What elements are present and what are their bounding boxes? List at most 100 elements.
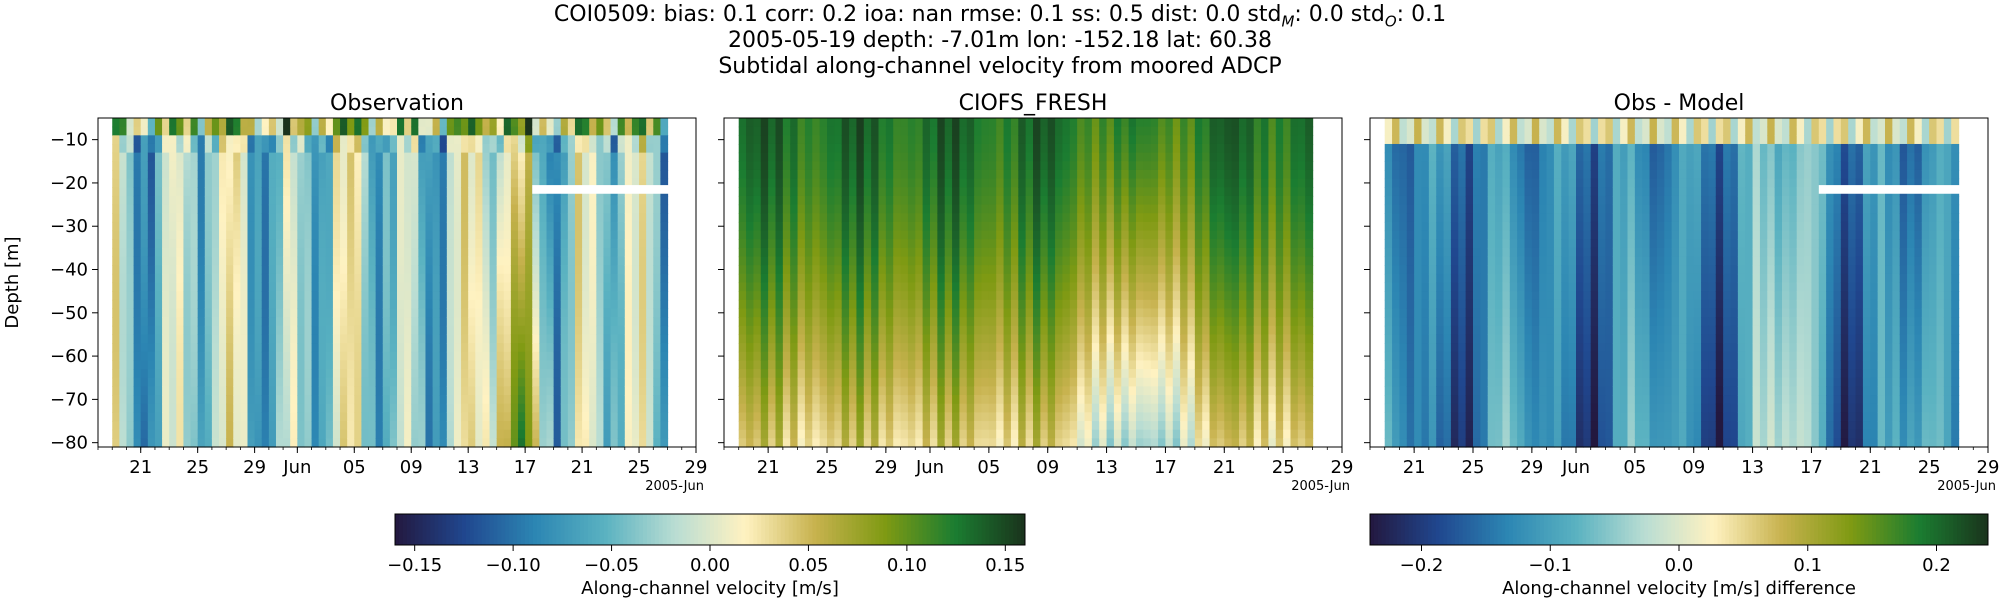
heatmap-cell bbox=[617, 213, 626, 223]
heatmap-cell bbox=[1062, 118, 1071, 128]
heatmap-cell bbox=[574, 126, 583, 136]
heatmap-cell bbox=[560, 429, 569, 439]
heatmap-cell bbox=[1069, 118, 1078, 128]
heatmap-cell bbox=[871, 317, 880, 327]
heatmap-cell bbox=[268, 256, 277, 266]
heatmap-cell bbox=[827, 239, 835, 249]
heatmap-cell bbox=[183, 161, 192, 171]
heatmap-cell bbox=[254, 143, 263, 154]
heatmap-cell bbox=[567, 403, 576, 413]
heatmap-cell bbox=[574, 135, 583, 145]
heatmap-cell bbox=[211, 343, 220, 353]
heatmap-cell bbox=[190, 317, 199, 327]
heatmap-cell bbox=[318, 299, 327, 310]
heatmap-cell bbox=[154, 273, 163, 284]
heatmap-cell bbox=[254, 273, 263, 284]
heatmap-cell bbox=[1040, 169, 1049, 180]
heatmap-cell bbox=[893, 143, 902, 154]
heatmap-cell bbox=[432, 273, 441, 284]
heatmap-cell bbox=[325, 403, 334, 413]
heatmap-cell bbox=[332, 308, 341, 318]
heatmap-cell bbox=[878, 403, 887, 413]
heatmap-cell bbox=[275, 126, 284, 136]
heatmap-cell bbox=[147, 334, 156, 344]
heatmap-cell bbox=[952, 161, 961, 171]
heatmap-cell bbox=[133, 291, 142, 301]
heatmap-cell bbox=[775, 273, 784, 284]
heatmap-cell bbox=[197, 412, 206, 422]
heatmap-cell bbox=[439, 334, 448, 344]
heatmap-cell bbox=[283, 239, 291, 249]
heatmap-cell bbox=[190, 152, 199, 162]
heatmap-cell bbox=[893, 360, 902, 370]
heatmap-cell bbox=[496, 377, 505, 387]
heatmap-cell bbox=[176, 239, 185, 249]
heatmap-cell bbox=[863, 195, 872, 206]
heatmap-cell bbox=[653, 143, 662, 154]
heatmap-cell bbox=[907, 265, 916, 275]
heatmap-cell bbox=[1062, 221, 1071, 232]
heatmap-cell bbox=[240, 299, 249, 310]
heatmap-cell bbox=[1033, 126, 1041, 136]
heatmap-cell bbox=[489, 421, 498, 431]
heatmap-cell bbox=[1025, 221, 1034, 232]
heatmap-cell bbox=[603, 143, 612, 154]
heatmap-cell bbox=[261, 126, 270, 136]
heatmap-cell bbox=[966, 438, 975, 448]
heatmap-cell bbox=[183, 118, 192, 128]
heatmap-cell bbox=[147, 317, 156, 327]
heatmap-cell bbox=[610, 178, 619, 188]
heatmap-cell bbox=[841, 429, 850, 439]
heatmap-cell bbox=[361, 377, 370, 387]
heatmap-cell bbox=[944, 256, 953, 266]
heatmap-cell bbox=[915, 308, 924, 318]
heatmap-cell bbox=[567, 213, 576, 223]
heatmap-cell bbox=[283, 152, 291, 162]
heatmap-cell bbox=[268, 265, 277, 275]
heatmap-cell bbox=[340, 152, 348, 162]
heatmap-cell bbox=[461, 204, 469, 214]
heatmap-cell bbox=[952, 395, 961, 405]
heatmap-cell bbox=[1099, 195, 1108, 206]
heatmap-cell bbox=[404, 403, 412, 413]
heatmap-cell bbox=[1099, 118, 1108, 128]
heatmap-cell bbox=[397, 195, 405, 206]
heatmap-cell bbox=[819, 403, 828, 413]
heatmap-cell bbox=[133, 213, 142, 223]
heatmap-cell bbox=[1099, 221, 1108, 232]
heatmap-cell bbox=[646, 213, 654, 223]
heatmap-cell bbox=[304, 291, 313, 301]
heatmap-cell bbox=[827, 169, 835, 180]
heatmap-cell bbox=[959, 195, 968, 206]
heatmap-cell bbox=[922, 343, 931, 353]
heatmap-cell bbox=[988, 299, 997, 310]
heatmap-cell bbox=[782, 412, 791, 422]
heatmap-cell bbox=[1084, 239, 1093, 249]
heatmap-cell bbox=[617, 265, 626, 275]
heatmap-cell bbox=[834, 239, 843, 249]
heatmap-cell bbox=[169, 135, 177, 145]
heatmap-cell bbox=[646, 282, 654, 292]
heatmap-cell bbox=[446, 230, 455, 240]
heatmap-cell bbox=[797, 429, 806, 439]
heatmap-cell bbox=[332, 403, 341, 413]
heatmap-cell bbox=[878, 360, 887, 370]
heatmap-cell bbox=[475, 221, 484, 232]
heatmap-cell bbox=[546, 135, 555, 145]
heatmap-cell bbox=[382, 239, 391, 249]
heatmap-cell bbox=[147, 247, 156, 258]
heatmap-cell bbox=[176, 377, 185, 387]
heatmap-cell bbox=[1025, 377, 1034, 387]
heatmap-cell bbox=[318, 282, 327, 292]
heatmap-cell bbox=[169, 187, 177, 197]
heatmap-cell bbox=[775, 265, 784, 275]
heatmap-cell bbox=[988, 195, 997, 206]
heatmap-cell bbox=[981, 187, 990, 197]
heatmap-cell bbox=[461, 221, 469, 232]
heatmap-cell bbox=[1084, 135, 1093, 145]
heatmap-cell bbox=[375, 195, 384, 206]
heatmap-cell bbox=[959, 143, 968, 154]
heatmap-cell bbox=[112, 308, 120, 318]
heatmap-cell bbox=[639, 178, 647, 188]
heatmap-cell bbox=[797, 308, 806, 318]
